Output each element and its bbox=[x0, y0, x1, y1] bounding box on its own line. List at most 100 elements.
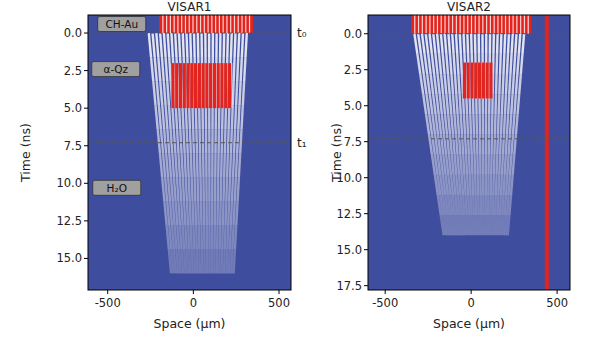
fringe bbox=[510, 54, 511, 74]
hot-fringe bbox=[474, 63, 477, 99]
fringe bbox=[156, 33, 158, 57]
fringe bbox=[227, 201, 230, 225]
fringe bbox=[212, 33, 214, 57]
fringe bbox=[466, 34, 469, 54]
hot-fringe bbox=[198, 63, 201, 108]
fringe bbox=[422, 34, 425, 54]
fringe bbox=[179, 33, 180, 57]
fringe bbox=[191, 201, 194, 225]
fringe bbox=[434, 74, 436, 94]
fringe bbox=[428, 54, 430, 74]
fringe bbox=[492, 34, 495, 54]
fringe bbox=[185, 153, 186, 177]
fringe bbox=[232, 225, 233, 249]
hot-fringe bbox=[171, 63, 174, 108]
fringe bbox=[223, 153, 226, 177]
fringe bbox=[508, 94, 509, 114]
fringe bbox=[448, 34, 450, 54]
fringe bbox=[168, 33, 170, 57]
fringe bbox=[466, 195, 467, 215]
fringe bbox=[500, 34, 503, 54]
fringe bbox=[174, 177, 176, 201]
annotation-box bbox=[92, 62, 140, 77]
fringe bbox=[234, 249, 235, 273]
annotation-text: H₂O bbox=[107, 182, 127, 194]
fringe bbox=[458, 74, 459, 94]
fringe bbox=[517, 54, 518, 74]
fringe bbox=[215, 33, 218, 57]
fringe bbox=[461, 114, 462, 134]
fringe bbox=[239, 81, 240, 105]
saturated-fringe bbox=[456, 15, 457, 34]
fringe bbox=[505, 195, 506, 215]
fringe bbox=[198, 105, 201, 129]
fringe bbox=[462, 215, 464, 235]
fringe bbox=[242, 33, 243, 57]
fringe bbox=[173, 201, 175, 225]
fringe bbox=[511, 175, 513, 195]
x-tick-label: 0 bbox=[190, 296, 197, 310]
fringe bbox=[242, 105, 243, 129]
fringe bbox=[505, 94, 506, 114]
fringe bbox=[513, 74, 514, 94]
fringe bbox=[222, 201, 225, 225]
fringe bbox=[511, 94, 512, 114]
fringe bbox=[164, 33, 166, 57]
fringe bbox=[195, 225, 198, 249]
saturated-fringe bbox=[482, 15, 483, 34]
hot-fringe bbox=[205, 63, 208, 108]
fringe bbox=[185, 225, 186, 249]
fringe bbox=[198, 225, 201, 249]
fringe bbox=[230, 33, 233, 57]
fringe bbox=[211, 201, 213, 225]
fringe bbox=[521, 54, 523, 74]
fringe bbox=[502, 54, 505, 74]
y-tick bbox=[364, 69, 368, 70]
fringe bbox=[200, 225, 203, 249]
annotation-text: CH-Au bbox=[105, 18, 138, 30]
fringe bbox=[208, 249, 210, 273]
fringe bbox=[470, 34, 473, 54]
fringe bbox=[157, 81, 159, 105]
fringe bbox=[495, 175, 498, 195]
fringe bbox=[467, 175, 468, 195]
fringe bbox=[239, 153, 240, 177]
fringe bbox=[463, 155, 464, 175]
fringe bbox=[495, 155, 498, 175]
fringe bbox=[232, 57, 235, 81]
fringe bbox=[432, 114, 435, 134]
fringe bbox=[514, 135, 516, 155]
fringe bbox=[503, 215, 504, 235]
fringe bbox=[502, 155, 503, 175]
fringe bbox=[177, 225, 179, 249]
fringe bbox=[515, 34, 516, 54]
fringe bbox=[164, 81, 166, 105]
x-tick-label: -500 bbox=[372, 296, 398, 310]
y-tick-label: 15.0 bbox=[336, 243, 362, 257]
saturated-fringe bbox=[241, 15, 242, 33]
fringe bbox=[487, 175, 490, 195]
fringe bbox=[492, 175, 495, 195]
fringe bbox=[218, 225, 221, 249]
fringe bbox=[182, 105, 183, 129]
fringe bbox=[200, 33, 203, 57]
fringe bbox=[230, 225, 231, 249]
hot-fringe bbox=[224, 63, 227, 108]
fringe bbox=[438, 74, 440, 94]
fringe bbox=[192, 129, 195, 153]
fringe bbox=[214, 177, 217, 201]
fringe bbox=[473, 135, 476, 155]
fringe bbox=[231, 249, 232, 273]
fringe bbox=[462, 34, 465, 54]
fringe bbox=[501, 215, 502, 235]
saturated-fringe bbox=[520, 15, 521, 34]
saturated-fringe bbox=[230, 15, 231, 33]
fringe bbox=[245, 33, 246, 57]
fringe bbox=[427, 74, 430, 94]
fringe bbox=[500, 195, 501, 215]
saturated-fringe bbox=[223, 15, 224, 33]
fringe bbox=[499, 135, 502, 155]
fringe bbox=[451, 114, 453, 134]
fringe bbox=[462, 135, 463, 155]
fringe bbox=[469, 215, 470, 235]
